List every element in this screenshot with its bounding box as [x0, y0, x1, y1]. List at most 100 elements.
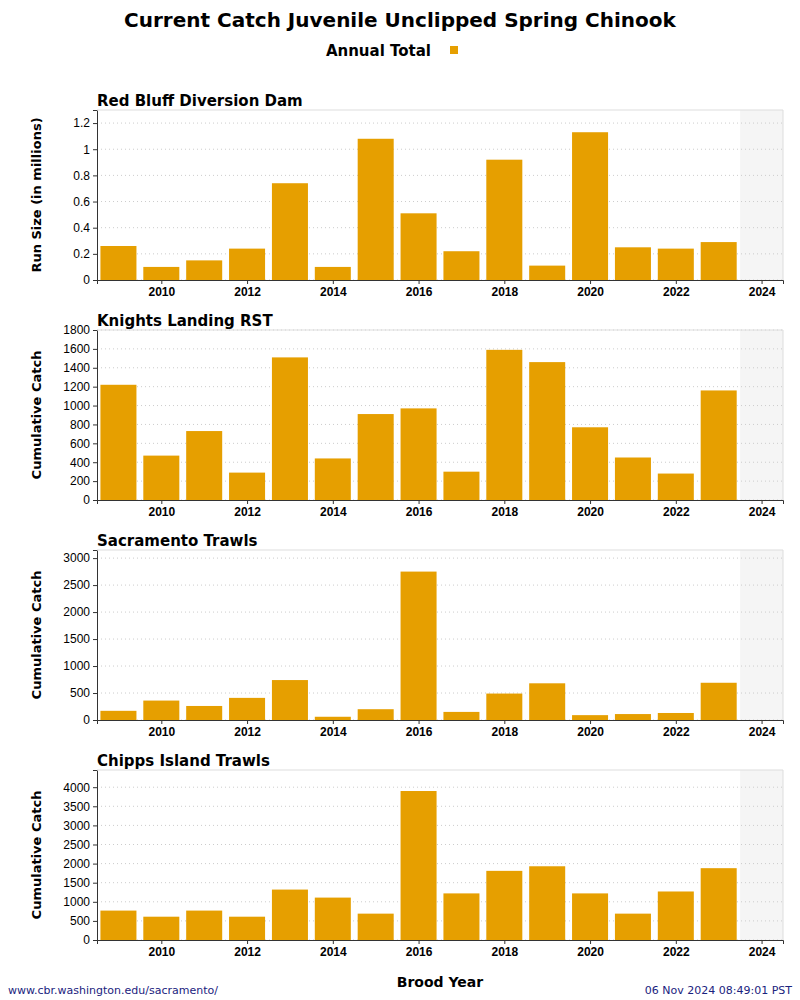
tick-label: 1500 — [63, 632, 90, 646]
tick-mark — [93, 844, 97, 845]
tick: 2022 — [663, 940, 690, 959]
bar — [358, 709, 394, 720]
tick: 2014 — [320, 280, 347, 299]
tick-label: 2018 — [491, 285, 518, 299]
tick-label: 0 — [83, 713, 90, 727]
tick: 400 — [70, 456, 97, 470]
tick: 800 — [70, 418, 97, 432]
tick: 2010 — [148, 720, 175, 739]
tick-mark — [333, 500, 334, 504]
grid — [97, 123, 783, 280]
bar — [186, 911, 222, 940]
tick: 2024 — [749, 280, 776, 299]
panel: 0200400600800100012001400160018002010201… — [29, 312, 784, 519]
tick-label: 2014 — [320, 945, 347, 959]
tick: 0.8 — [73, 169, 97, 183]
tick-mark — [762, 500, 763, 504]
tick-label: 400 — [70, 456, 90, 470]
y-axis: 020040060080010001200140016001800 — [63, 323, 97, 507]
tick-mark — [247, 720, 248, 724]
tick-label: 2016 — [406, 945, 433, 959]
tick-mark — [93, 228, 97, 229]
tick-label: 2020 — [577, 505, 604, 519]
bar — [100, 246, 136, 280]
tick-mark — [93, 500, 97, 501]
grid-line — [97, 175, 783, 176]
frame-line — [783, 770, 784, 940]
tick-mark — [93, 825, 97, 826]
x-axis: 20102012201420162018202020222024 — [98, 500, 784, 519]
y-axis: 05001000150020002500300035004000 — [63, 771, 97, 948]
tick-mark — [762, 940, 763, 944]
tick: 2020 — [577, 720, 604, 739]
axis-line — [98, 721, 784, 725]
bar — [486, 694, 522, 720]
x-label: Brood Year — [397, 974, 484, 990]
tick-label: 1400 — [63, 361, 90, 375]
tick-label: 1600 — [63, 342, 90, 356]
axis-line — [98, 281, 784, 285]
tick-label: 2014 — [320, 285, 347, 299]
bar — [143, 917, 179, 940]
tick-mark — [93, 921, 97, 922]
tick-mark — [676, 940, 677, 944]
panel-title: Red Bluff Diversion Dam — [97, 92, 303, 110]
tick: 2016 — [406, 280, 433, 299]
tick-mark — [333, 940, 334, 944]
tick-label: 0 — [83, 933, 90, 947]
grid-line — [97, 558, 783, 559]
grid-line — [97, 227, 783, 228]
tick-label: 2014 — [320, 505, 347, 519]
bars — [100, 791, 736, 940]
bar — [100, 711, 136, 720]
panel-title: Sacramento Trawls — [97, 532, 258, 550]
bar — [315, 458, 351, 500]
tick: 2012 — [234, 940, 261, 959]
bar — [529, 866, 565, 940]
bar — [658, 891, 694, 940]
tick: 2022 — [663, 500, 690, 519]
tick-label: 1000 — [63, 399, 90, 413]
bar — [229, 917, 265, 940]
tick-label: 0 — [83, 273, 90, 287]
tick-label: 1800 — [63, 323, 90, 337]
tick: 2016 — [406, 720, 433, 739]
x-axis: 20102012201420162018202020222024 — [98, 280, 784, 299]
tick-label: 2012 — [234, 945, 261, 959]
tick: 0.4 — [73, 221, 97, 235]
axis-line — [98, 941, 784, 945]
tick-label: 2024 — [749, 945, 776, 959]
bar — [615, 914, 651, 940]
tick: 2014 — [320, 940, 347, 959]
bar — [100, 911, 136, 940]
grid-line — [97, 149, 783, 150]
tick-mark — [93, 864, 97, 865]
bar — [658, 249, 694, 280]
tick-mark — [93, 720, 97, 721]
bar — [186, 706, 222, 720]
grid-line — [97, 863, 783, 864]
tick: 2000 — [63, 605, 97, 619]
grid-line — [97, 806, 783, 807]
timestamp: 06 Nov 2024 08:49:01 PST — [645, 984, 792, 997]
panel: 00.20.40.60.811.220102012201420162018202… — [29, 92, 784, 299]
grid-line — [97, 405, 783, 406]
tick-label: 0 — [83, 493, 90, 507]
tick-mark — [93, 666, 97, 667]
tick-mark — [504, 280, 505, 284]
bar — [658, 474, 694, 500]
bar — [443, 251, 479, 280]
panel: 0500100015002000250030002010201220142016… — [29, 532, 784, 739]
tick-label: 4000 — [63, 781, 90, 795]
y-label: Cumulative Catch — [29, 351, 44, 480]
tick: 2022 — [663, 720, 690, 739]
bars — [100, 572, 736, 720]
tick: 1500 — [63, 632, 97, 646]
tick: 1200 — [63, 380, 97, 394]
grid-line — [97, 348, 783, 349]
tick-mark — [93, 387, 97, 388]
source: www.cbr.washington.edu/sacramento/ — [8, 984, 218, 997]
axis-line — [93, 551, 98, 721]
tick-label: 1000 — [63, 895, 90, 909]
tick-label: 2018 — [491, 945, 518, 959]
